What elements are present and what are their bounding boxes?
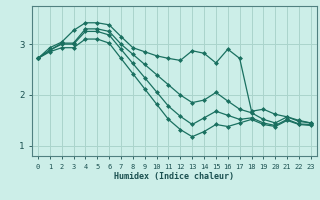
X-axis label: Humidex (Indice chaleur): Humidex (Indice chaleur) [115,172,234,181]
